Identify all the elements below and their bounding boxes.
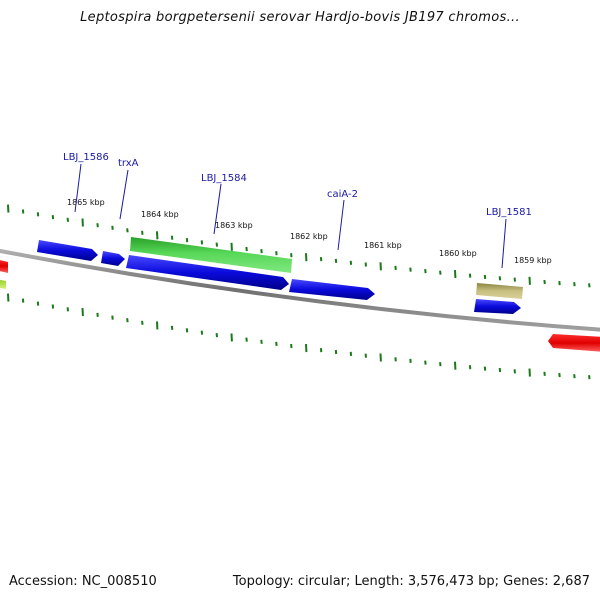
gene-feature-red-right[interactable] (548, 334, 600, 352)
label-line-caia-2 (337, 199, 345, 251)
gene-feature-trxa[interactable] (101, 251, 125, 266)
gene-feature-lbj-1581[interactable] (476, 283, 523, 299)
label-line-lbj-1586 (74, 163, 82, 213)
gene-features (0, 237, 600, 352)
gene-label-lbj-1584[interactable]: LBJ_1584 (201, 173, 247, 184)
tick-label-1861: 1861 kbp (364, 241, 402, 250)
gene-feature-blue-long[interactable] (126, 255, 289, 290)
gene-label-lbj-1581[interactable]: LBJ_1581 (486, 207, 532, 218)
gene-labels: LBJ_1586 trxA LBJ_1584 caiA-2 LBJ_1581 (63, 152, 532, 218)
gene-feature-yellowgreen-left[interactable] (0, 279, 6, 289)
tick-label-1865: 1865 kbp (67, 198, 105, 207)
tick-label-1859: 1859 kbp (514, 256, 552, 265)
gene-feature-lbj-1586[interactable] (37, 240, 98, 261)
label-line-lbj-1581 (501, 218, 507, 269)
accession-text: Accession: NC_008510 (9, 574, 157, 589)
tick-label-1862: 1862 kbp (290, 232, 328, 241)
tick-label-1864: 1864 kbp (141, 210, 179, 219)
gene-label-trxa[interactable]: trxA (118, 158, 139, 169)
genome-backbone (0, 248, 600, 332)
gene-feature-lbj-1584[interactable] (130, 237, 292, 273)
inner-tick-ring (7, 293, 591, 380)
label-lines (74, 163, 507, 269)
topology-text: Topology: circular; Length: 3,576,473 bp… (232, 574, 590, 589)
tick-label-1863: 1863 kbp (215, 221, 253, 230)
tick-label-1860: 1860 kbp (439, 249, 477, 258)
outer-tick-ring (7, 204, 591, 288)
gene-label-caia-2[interactable]: caiA-2 (327, 189, 358, 200)
label-line-lbj-1584 (213, 183, 222, 235)
gene-feature-caia-2[interactable] (289, 279, 375, 300)
map-title: Leptospira borgpetersenii serovar Hardjo… (80, 10, 520, 25)
tick-labels: 1865 kbp 1864 kbp 1863 kbp 1862 kbp 1861… (67, 198, 552, 265)
gene-feature-blue-right[interactable] (474, 299, 521, 314)
gene-feature-red-left[interactable] (0, 259, 8, 273)
label-line-trxa (119, 169, 129, 220)
gene-label-lbj-1586[interactable]: LBJ_1586 (63, 152, 109, 163)
